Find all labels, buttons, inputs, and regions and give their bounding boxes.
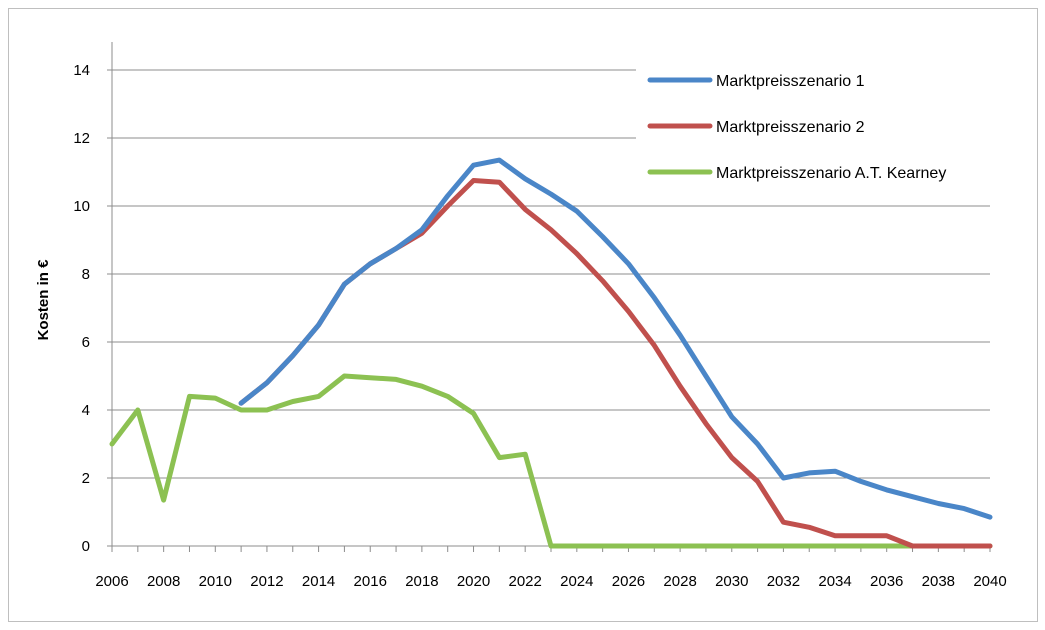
x-tick-label-11: 2028 [663, 573, 696, 590]
x-tick-label-13: 2032 [767, 573, 800, 590]
y-tick-label-2: 4 [82, 402, 90, 419]
x-tick-label-6: 2018 [405, 573, 438, 590]
x-tick-label-3: 2012 [250, 573, 283, 590]
x-tick-label-14: 2034 [818, 573, 851, 590]
x-tick-label-0: 2006 [95, 573, 128, 590]
y-tick-label-1: 2 [82, 470, 90, 487]
y-tick-label-4: 8 [82, 266, 90, 283]
legend-label-2: Marktpreisszenario A.T. Kearney [716, 165, 946, 182]
legend-label-1: Marktpreisszenario 2 [716, 119, 865, 136]
series-line-0 [238, 157, 993, 520]
legend: Marktpreisszenario 1 Marktpreisszenario 2… [647, 73, 946, 182]
x-tick-label-10: 2026 [612, 573, 645, 590]
x-tick-label-17: 2040 [973, 573, 1006, 590]
x-tick-label-16: 2038 [922, 573, 955, 590]
y-tick-label-3: 6 [82, 334, 90, 351]
series-line-2 [109, 373, 993, 549]
x-tick-label-8: 2022 [508, 573, 541, 590]
y-tick-label-6: 12 [73, 130, 90, 147]
x-tick-label-1: 2008 [147, 573, 180, 590]
legend-label-0: Marktpreisszenario 1 [716, 73, 865, 90]
y-axis-title: Kosten in € [35, 259, 52, 341]
x-tick-label-4: 2014 [302, 573, 335, 590]
x-tick-label-9: 2024 [560, 573, 593, 590]
y-tick-label-5: 10 [73, 198, 90, 215]
series-lines [109, 157, 993, 549]
y-tick-label-7: 14 [73, 62, 90, 79]
series-line-1 [238, 178, 993, 549]
x-tick-label-5: 2016 [354, 573, 387, 590]
x-tick-label-15: 2036 [870, 573, 903, 590]
chart-frame [8, 8, 1038, 622]
y-tick-label-0: 0 [82, 538, 90, 555]
x-tick-label-2: 2010 [199, 573, 232, 590]
x-tick-label-12: 2030 [715, 573, 748, 590]
x-tick-label-7: 2020 [457, 573, 490, 590]
axes: 0 2 4 6 8 10 12 14 2006 2008 2010 2012 2014 2016 2018 2… [73, 42, 1007, 590]
